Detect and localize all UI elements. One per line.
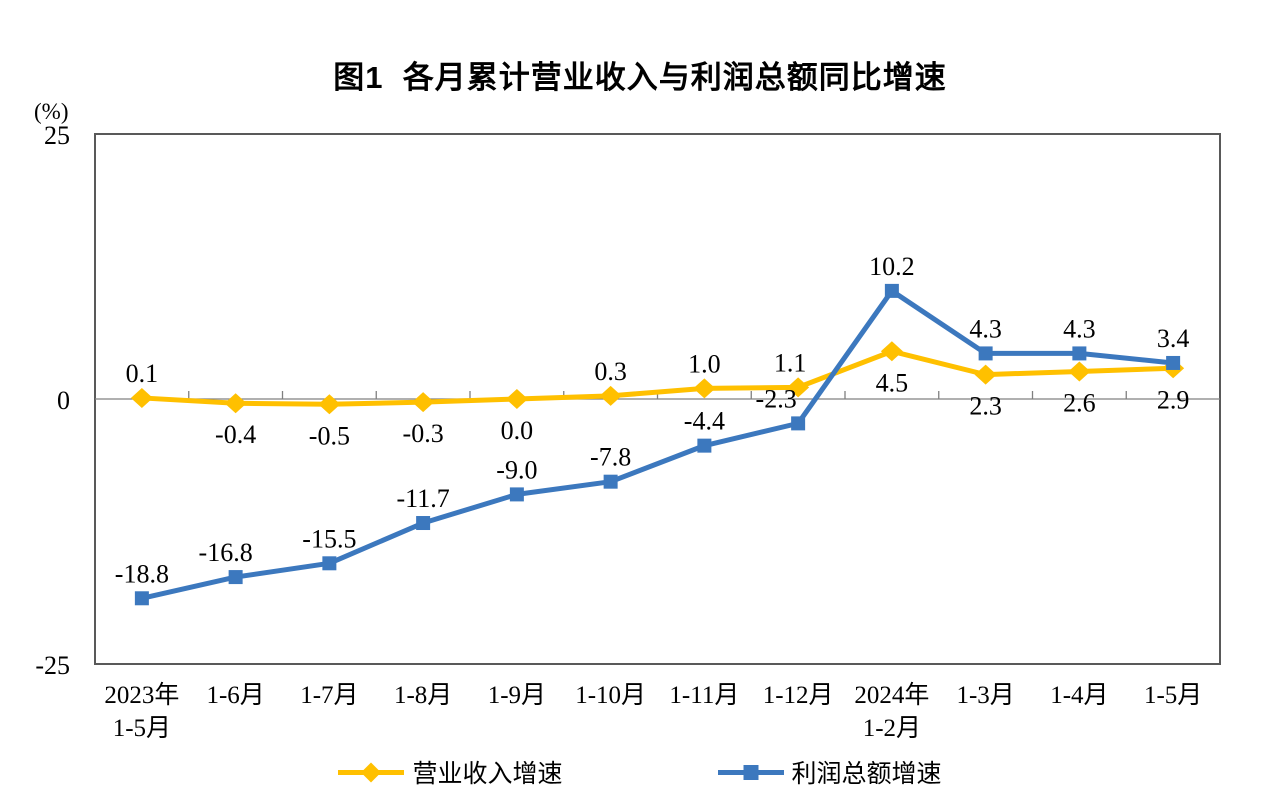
x-tick-label: 1-11月 <box>669 682 739 709</box>
data-label: -18.8 <box>115 559 169 588</box>
square-marker <box>416 516 431 531</box>
square-marker <box>978 346 993 361</box>
x-tick-label: 1-8月 <box>394 682 452 709</box>
x-tick-label: 1-7月 <box>300 682 358 709</box>
legend-item-profit: 利润总额增速 <box>717 754 942 790</box>
y-axis-unit-label: (%) <box>34 99 69 124</box>
chart-title: 图1 各月累计营业收入与利润总额同比增速 <box>333 60 947 95</box>
series-line-0 <box>139 348 1176 407</box>
data-label: -16.8 <box>199 538 253 567</box>
y-tick-label: 0 <box>57 386 70 415</box>
data-label: 2.3 <box>969 392 1002 421</box>
data-label: 4.5 <box>876 368 909 397</box>
square-marker <box>697 438 712 453</box>
diamond-marker <box>224 393 247 414</box>
data-label: 0.0 <box>501 416 534 445</box>
data-label: -7.8 <box>590 443 631 472</box>
diamond-marker <box>974 364 997 385</box>
square-marker <box>228 570 243 585</box>
square-marker <box>1166 355 1181 370</box>
data-label: 0.1 <box>126 359 159 388</box>
x-tick-label: 2024年 <box>854 681 929 709</box>
diamond-marker <box>880 341 903 362</box>
data-label: 2.9 <box>1157 385 1190 414</box>
x-tick-label: 1-2月 <box>863 715 921 742</box>
data-label: 1.0 <box>688 349 721 378</box>
legend: 营业收入增速 利润总额增速 <box>0 754 1280 790</box>
legend-label-revenue: 营业收入增速 <box>412 761 563 788</box>
y-tick-label: 25 <box>44 121 70 150</box>
square-marker <box>509 487 524 502</box>
x-tick-label: 1-12月 <box>763 682 834 709</box>
data-label: 0.3 <box>594 357 627 386</box>
data-label: -9.0 <box>496 455 537 484</box>
square-marker <box>1072 346 1087 361</box>
data-label: 3.4 <box>1157 324 1190 353</box>
square-marker <box>134 591 149 606</box>
square-marker <box>322 556 337 571</box>
diamond-marker <box>787 377 810 398</box>
data-label: 10.2 <box>869 252 915 281</box>
data-label: -2.3 <box>756 384 797 413</box>
data-label: -11.7 <box>397 484 450 513</box>
y-tick-label: -25 <box>35 651 70 680</box>
x-tick-label: 1-6月 <box>206 682 264 709</box>
series-line-1 <box>139 288 1176 601</box>
x-tick-label: 1-5月 <box>1144 682 1202 709</box>
x-tick-label: 1-9月 <box>488 682 546 709</box>
profit-series-marker-icon <box>717 764 784 780</box>
data-label: 2.6 <box>1063 388 1096 417</box>
x-tick-label: 2023年 <box>104 681 179 709</box>
x-tick-label: 1-4月 <box>1050 682 1108 709</box>
data-label: 4.3 <box>969 314 1002 343</box>
legend-item-revenue: 营业收入增速 <box>338 754 563 790</box>
x-tick-label: 1-10月 <box>575 682 646 709</box>
x-tick-label: 1-3月 <box>956 682 1014 709</box>
x-tick-label: 1-5月 <box>113 715 171 742</box>
data-label: 4.3 <box>1063 314 1096 343</box>
revenue-series-marker-icon <box>338 762 405 782</box>
data-label: -0.3 <box>403 419 444 448</box>
data-label: -4.4 <box>684 407 725 436</box>
diamond-marker <box>693 378 716 399</box>
diamond-marker <box>318 394 341 415</box>
revenue-legend-diamond <box>361 762 382 782</box>
legend-label-profit: 利润总额增速 <box>791 761 942 788</box>
plot-area: 25 0 -25 2023年 1-5月 1-6月 1-7月 1-8月 1-9月 1-10月 1-11… <box>35 121 1221 742</box>
data-label: -0.4 <box>215 420 256 449</box>
data-label: -0.5 <box>309 421 350 450</box>
diamond-marker <box>599 385 622 406</box>
data-label: 1.1 <box>774 348 807 377</box>
diamond-marker <box>1068 361 1091 382</box>
diamond-marker <box>412 392 435 413</box>
diamond-marker <box>130 387 153 408</box>
square-marker <box>603 474 618 489</box>
profit-legend-square <box>743 764 758 780</box>
diamond-marker <box>505 389 528 409</box>
data-label: -15.5 <box>302 524 356 553</box>
square-marker <box>791 416 806 431</box>
square-marker <box>884 283 899 298</box>
